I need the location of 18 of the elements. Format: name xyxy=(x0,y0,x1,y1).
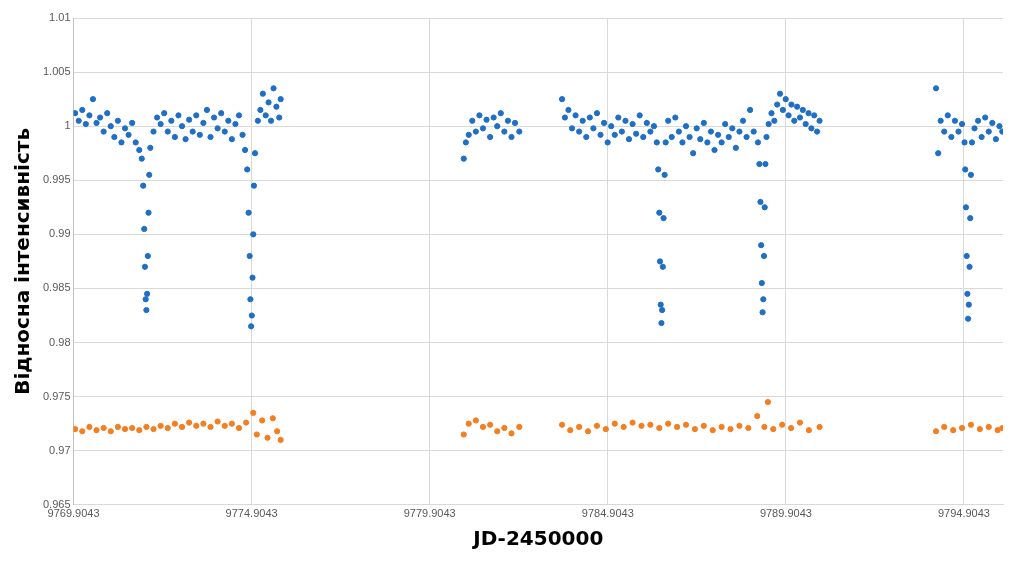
x-axis-title: JD-2450000 xyxy=(471,526,604,551)
y-tick-label: 1 xyxy=(64,119,71,132)
y-tick-label: 1.005 xyxy=(43,65,71,78)
y-tick-label: 0.975 xyxy=(43,389,71,402)
y-axis-title: Відносна інтенсивність xyxy=(10,127,35,395)
x-tick-label: 9789.9043 xyxy=(759,507,812,520)
x-tick-label: 9784.9043 xyxy=(581,507,634,520)
y-tick-label: 0.97 xyxy=(49,443,71,456)
x-tick-label: 9794.9043 xyxy=(937,507,990,520)
x-tick-label: 9779.9043 xyxy=(403,507,456,520)
y-tick-label: 1.01 xyxy=(49,11,71,24)
x-tick-label: 9769.9043 xyxy=(47,507,100,520)
y-tick-label: 0.99 xyxy=(49,227,71,240)
y-tick-label: 0.995 xyxy=(43,173,71,186)
y-tick-label: 0.965 xyxy=(43,497,71,510)
x-tick-label: 9774.9043 xyxy=(225,507,278,520)
y-tick-label: 0.98 xyxy=(49,335,71,348)
y-tick-label: 0.985 xyxy=(43,281,71,294)
